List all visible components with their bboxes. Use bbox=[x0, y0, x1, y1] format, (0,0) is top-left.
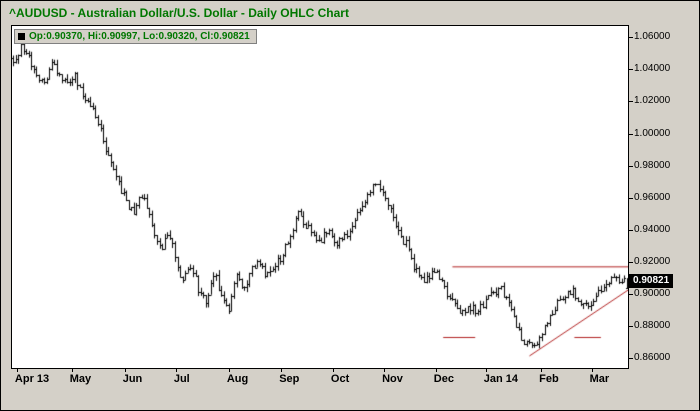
y-axis-tick bbox=[629, 165, 633, 167]
x-axis-label: Feb bbox=[539, 373, 559, 385]
y-axis-label: 0.86000 bbox=[634, 352, 671, 364]
y-axis-label: 0.90000 bbox=[634, 288, 671, 300]
x-axis-label: Jul bbox=[173, 373, 190, 385]
x-axis-label: Sep bbox=[279, 373, 300, 385]
y-axis-label: 1.06000 bbox=[634, 31, 671, 43]
ohlc-legend-text: Op:0.90370, Hi:0.90997, Lo:0.90320, Cl:0… bbox=[29, 31, 250, 42]
y-axis-label: 1.00000 bbox=[634, 127, 671, 139]
x-axis-label: Jun bbox=[122, 373, 143, 385]
y-axis-label: 1.02000 bbox=[634, 95, 671, 107]
ohlc-canvas bbox=[12, 26, 628, 368]
y-axis-label: 0.98000 bbox=[634, 159, 671, 171]
x-axis-label: Oct bbox=[330, 373, 350, 385]
y-axis-label: 1.04000 bbox=[634, 63, 671, 75]
y-axis-tick bbox=[629, 197, 633, 199]
x-axis-label: May bbox=[69, 373, 92, 385]
last-price-label: 0.90821 bbox=[629, 273, 674, 288]
chart-title: ^AUDUSD - Australian Dollar/U.S. Dollar … bbox=[9, 6, 349, 20]
y-axis-label: 0.96000 bbox=[634, 191, 671, 203]
y-axis-tick bbox=[629, 133, 633, 135]
x-axis-label: Mar bbox=[589, 373, 610, 385]
ohlc-legend: Op:0.90370, Hi:0.90997, Lo:0.90320, Cl:0… bbox=[14, 29, 257, 44]
y-axis-tick bbox=[629, 69, 633, 71]
y-axis-tick bbox=[629, 358, 633, 360]
x-axis-label: Nov bbox=[382, 373, 403, 385]
x-axis-label: Apr 13 bbox=[14, 373, 50, 385]
y-axis-tick bbox=[629, 326, 633, 328]
y-axis-label: 0.92000 bbox=[634, 256, 671, 268]
x-axis-label: Jan 14 bbox=[483, 373, 518, 385]
y-axis-tick bbox=[629, 101, 633, 103]
y-axis-tick bbox=[629, 229, 633, 231]
y-axis-label: 0.88000 bbox=[634, 320, 671, 332]
series-swatch-icon bbox=[18, 33, 25, 40]
x-axis-label: Dec bbox=[433, 373, 454, 385]
y-axis-tick bbox=[629, 37, 633, 39]
y-axis-tick bbox=[629, 294, 633, 296]
y-axis-tick bbox=[629, 262, 633, 264]
plot-area: Op:0.90370, Hi:0.90997, Lo:0.90320, Cl:0… bbox=[11, 25, 629, 369]
x-axis-label: Aug bbox=[226, 373, 249, 385]
y-axis-label: 0.94000 bbox=[634, 223, 671, 235]
